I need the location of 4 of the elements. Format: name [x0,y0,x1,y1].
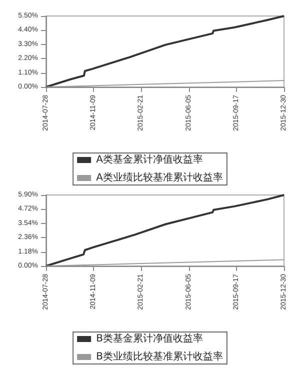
legend-label: A类业绩比较基准累计收益率 [96,172,223,184]
legend-label: B类业绩比较基准累计收益率 [96,350,223,362]
legend-label: B类基金累计净值收益率 [96,332,203,344]
legend-label: A类基金累计净值收益率 [96,154,203,166]
